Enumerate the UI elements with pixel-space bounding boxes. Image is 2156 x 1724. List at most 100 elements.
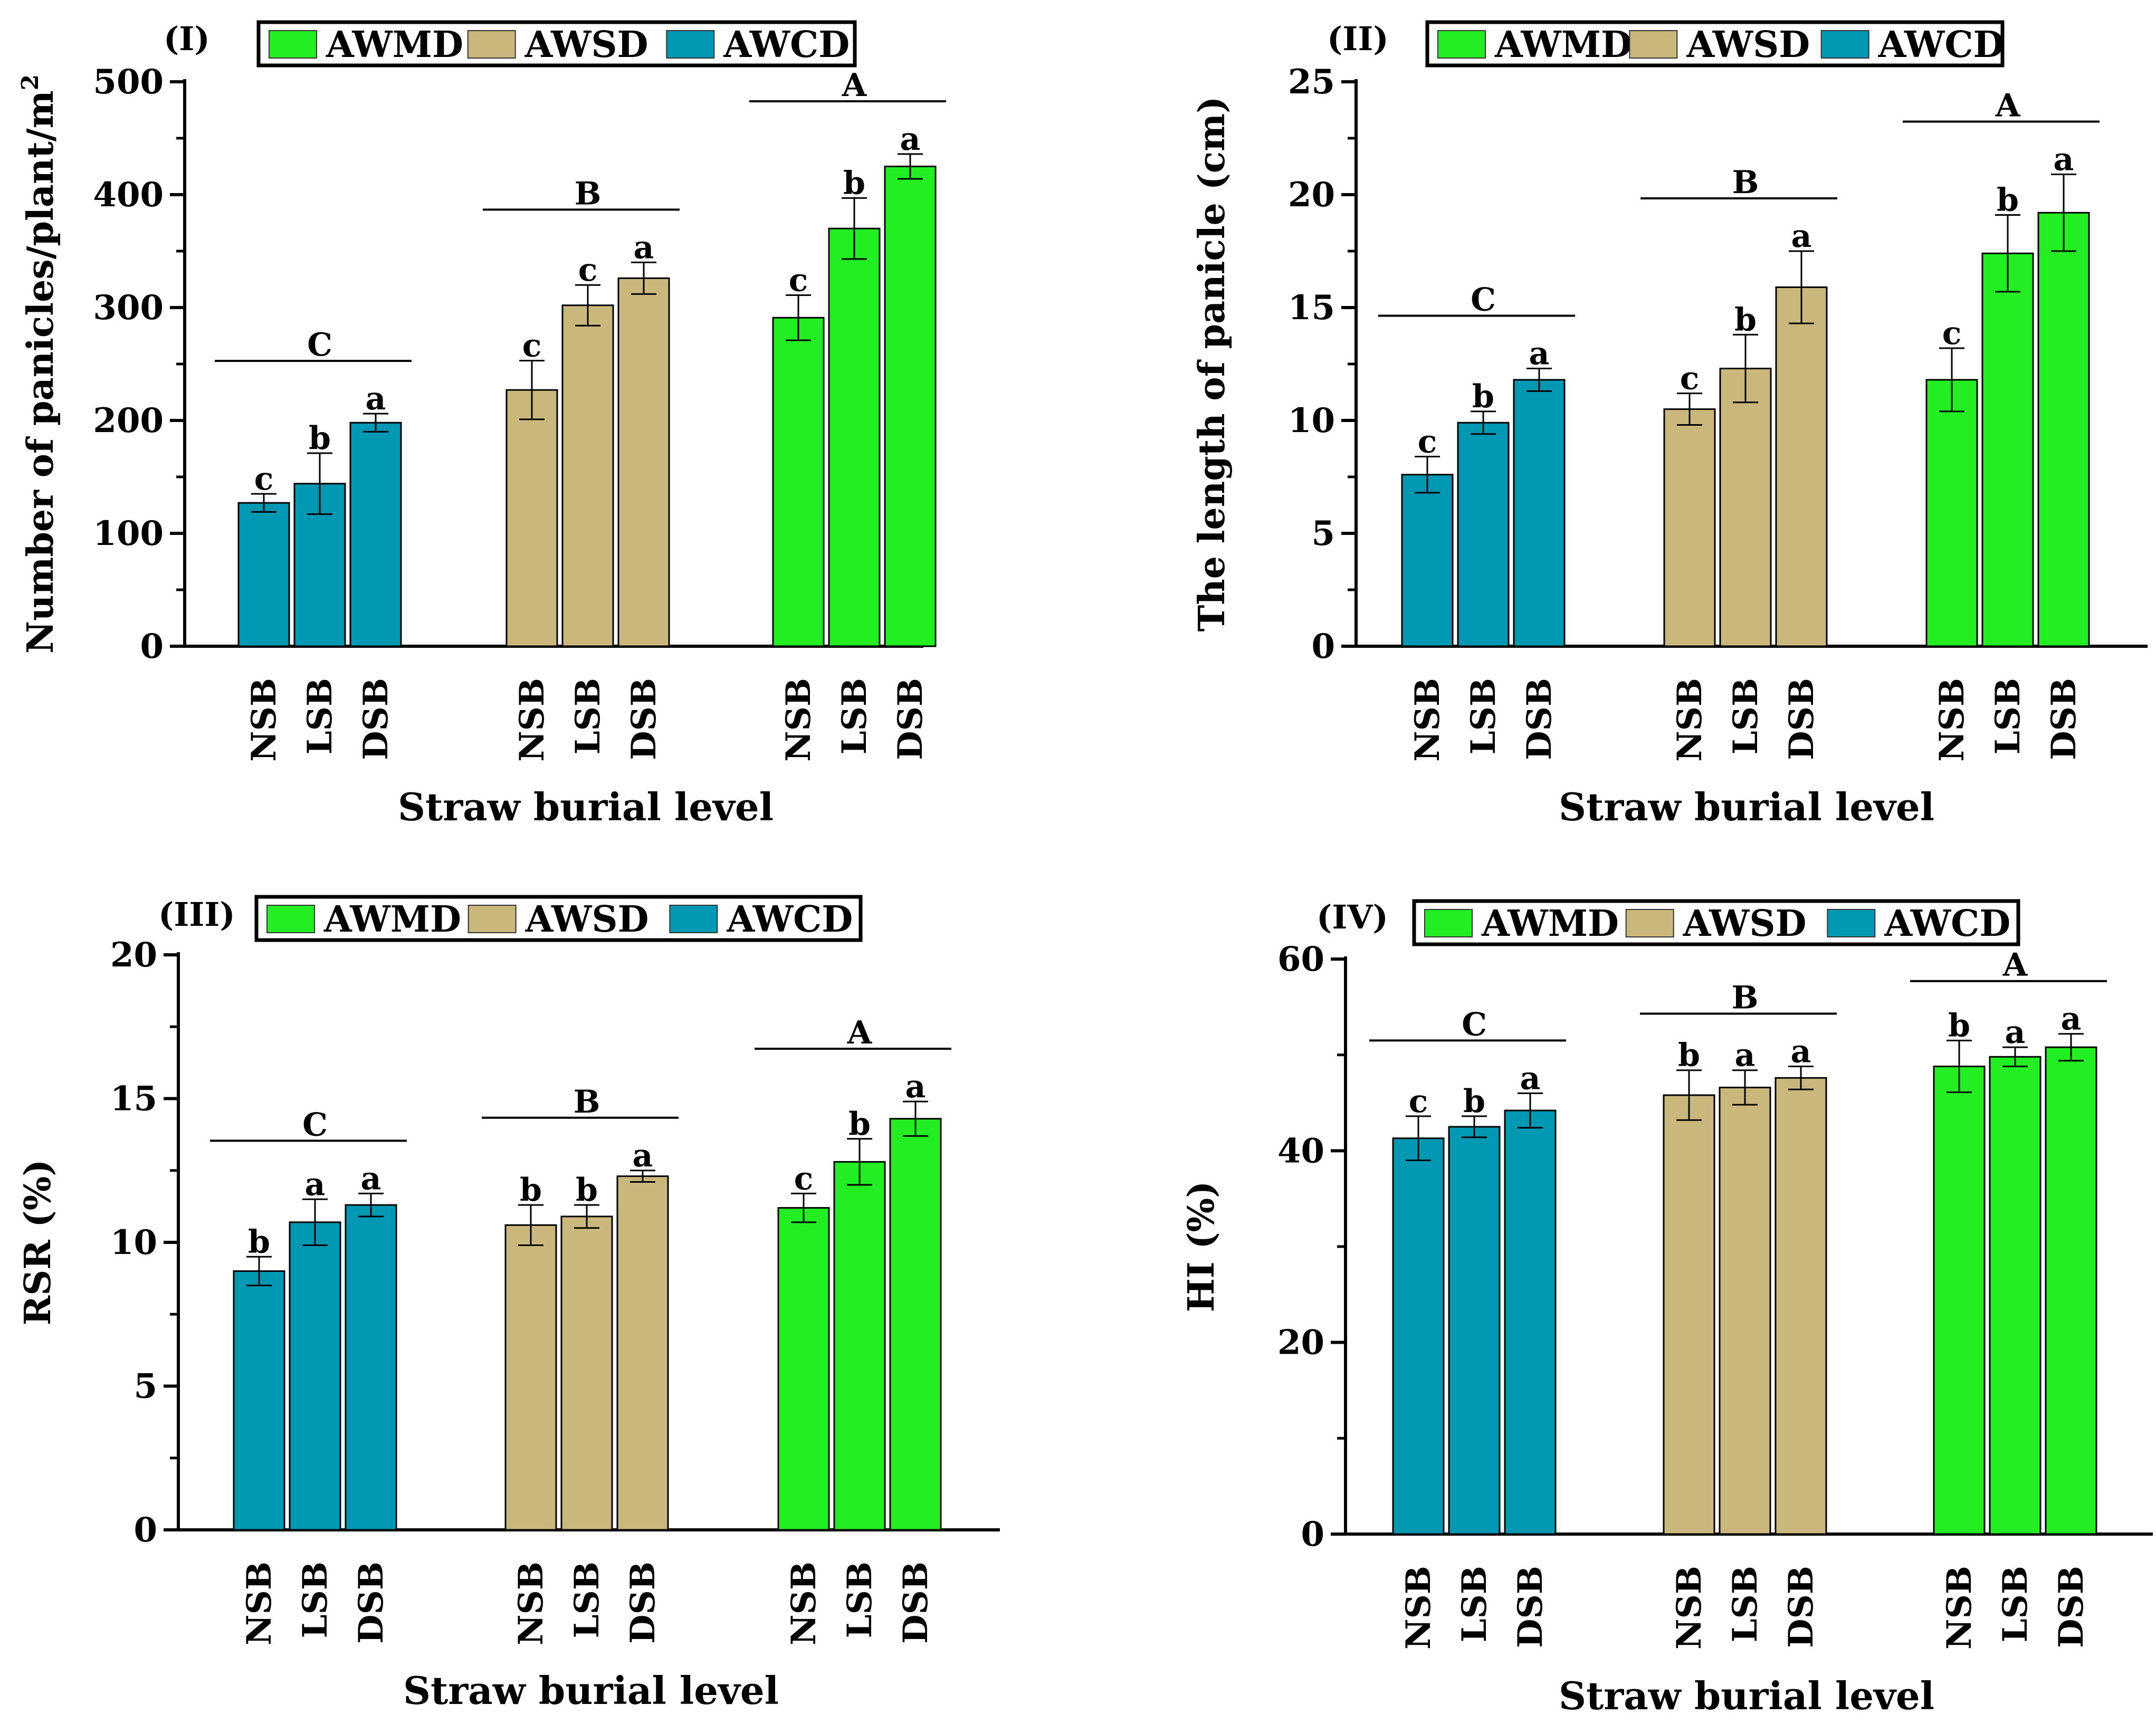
y-tick-label: 40 — [1277, 1131, 1324, 1171]
legend-label-awmd: AWMD — [323, 898, 461, 941]
significance-letter: b — [576, 1172, 598, 1209]
panel-label: (III) — [158, 895, 235, 934]
significance-letter: b — [248, 1223, 270, 1260]
y-tick-label: 200 — [93, 401, 164, 440]
legend-swatch-awcd — [1827, 909, 1876, 937]
category-label-nsb: NSB — [512, 678, 552, 762]
legend: AWMD AWSD AWCD — [254, 895, 863, 942]
bar-awcd-dsb — [345, 1204, 397, 1531]
group-significance-letter: B — [574, 1084, 600, 1120]
bar-awmd-nsb — [1925, 379, 1978, 647]
bar-awmd-dsb — [2037, 212, 2090, 647]
bar-awcd-nsb — [233, 1270, 285, 1531]
bar-awcd-nsb — [237, 502, 290, 647]
bar-awsd-dsb — [617, 277, 670, 647]
bar-awsd-lsb — [561, 304, 614, 647]
y-axis-label-superscript: 2 — [17, 74, 44, 91]
y-tick-label: 500 — [93, 62, 164, 102]
y-axis-label: HI (%) — [1180, 1181, 1223, 1313]
category-label-dsb: DSB — [623, 1562, 663, 1644]
group-significance-letter: C — [307, 327, 332, 363]
category-label-dsb: DSB — [356, 678, 396, 760]
bar-awsd-dsb — [616, 1175, 669, 1531]
significance-letter: b — [520, 1172, 542, 1209]
significance-letter: a — [361, 1160, 381, 1197]
significance-letter: a — [1791, 1033, 1811, 1070]
bar-awmd-dsb — [884, 166, 937, 647]
group-significance-letter: A — [1995, 87, 2021, 124]
legend-label-awsd: AWSD — [1686, 24, 1810, 66]
significance-letter: b — [843, 165, 865, 202]
significance-letter: b — [848, 1106, 871, 1143]
legend-frame — [1412, 899, 2020, 946]
y-tick-label: 20 — [1277, 1323, 1324, 1363]
bar-awmd-dsb — [889, 1118, 942, 1531]
bar-awsd-nsb — [505, 389, 558, 647]
legend-label-awcd: AWCD — [723, 24, 850, 66]
category-label-lsb: LSB — [300, 678, 340, 754]
significance-letter: a — [1520, 1060, 1541, 1097]
y-axis-label: Number of panicles/plant/m2 — [17, 74, 62, 654]
x-axis-label: Straw burial level — [398, 784, 774, 829]
significance-letter: c — [1418, 423, 1437, 460]
category-label-lsb: LSB — [835, 678, 874, 754]
legend-swatch-awmd — [1437, 30, 1486, 59]
bar-awsd-nsb — [504, 1224, 557, 1531]
bar-awmd-nsb — [1933, 1065, 1986, 1535]
bar-awmd-lsb — [833, 1161, 886, 1531]
significance-letter: a — [2061, 1001, 2082, 1038]
significance-letter: c — [1680, 360, 1700, 397]
y-axis-label: The length of panicle (cm) — [1191, 97, 1233, 632]
y-tick-label: 60 — [1277, 940, 1324, 979]
category-label-dsb: DSB — [2052, 1566, 2091, 1648]
category-label-nsb: NSB — [244, 678, 284, 762]
legend-swatch-awsd — [1625, 909, 1674, 937]
category-label-lsb: LSB — [295, 1562, 335, 1638]
significance-letter: a — [905, 1068, 926, 1105]
category-label-nsb: NSB — [779, 678, 818, 762]
category-label-dsb: DSB — [2044, 678, 2084, 760]
category-label-nsb: NSB — [1670, 678, 1710, 762]
significance-letter: b — [1463, 1083, 1485, 1120]
category-label-lsb: LSB — [1455, 1566, 1494, 1642]
significance-letter: a — [2054, 141, 2074, 178]
chart-panel-4: (IV) AWMD AWSD AWCD 0 20 40 60 HI (%) Straw buria… — [1180, 898, 2153, 1718]
group-significance-letter: C — [1462, 1006, 1487, 1043]
significance-letter: c — [794, 1160, 814, 1197]
category-label-lsb: LSB — [1464, 678, 1503, 754]
y-tick-label: 0 — [1311, 627, 1335, 666]
category-label-dsb: DSB — [1511, 1566, 1550, 1648]
y-tick-label: 300 — [93, 288, 164, 328]
y-tick-label: 15 — [1288, 288, 1335, 328]
legend-frame — [254, 895, 863, 942]
significance-letter: a — [305, 1166, 326, 1203]
group-significance-letter: B — [575, 175, 602, 212]
legend-frame — [256, 20, 857, 68]
bar-awsd-lsb — [1719, 368, 1772, 647]
significance-letter: c — [522, 328, 542, 365]
category-label-nsb: NSB — [1940, 1566, 1979, 1650]
y-tick-label: 25 — [1288, 62, 1335, 102]
significance-letter: b — [1948, 1007, 1970, 1044]
significance-letter: b — [1472, 378, 1494, 415]
significance-letter: c — [254, 461, 274, 497]
bar-awcd-nsb — [1392, 1137, 1445, 1535]
category-label-dsb: DSB — [624, 678, 664, 760]
category-label-lsb: LSB — [568, 678, 608, 754]
legend-swatch-awsd — [467, 30, 516, 59]
category-label-lsb: LSB — [1725, 1566, 1765, 1642]
category-label-dsb: DSB — [896, 1562, 936, 1644]
category-label-nsb: NSB — [1670, 1566, 1709, 1650]
category-label-nsb: NSB — [1408, 678, 1447, 762]
y-axis-label: RSR (%) — [17, 1160, 59, 1326]
legend-swatch-awsd — [1629, 30, 1678, 59]
significance-letter: a — [634, 229, 654, 266]
chart-panel-2: (II) AWMD AWSD AWCD 0 5 10 15 20 25 The length of … — [1191, 20, 2148, 829]
category-label-nsb: NSB — [511, 1562, 551, 1645]
legend-label-awsd: AWSD — [525, 898, 649, 941]
legend-label-awmd: AWMD — [1494, 24, 1632, 66]
y-tick-label: 20 — [110, 935, 157, 975]
group-significance-letter: B — [1732, 164, 1759, 201]
legend-swatch-awsd — [468, 905, 517, 933]
significance-letter: b — [1997, 182, 2019, 219]
